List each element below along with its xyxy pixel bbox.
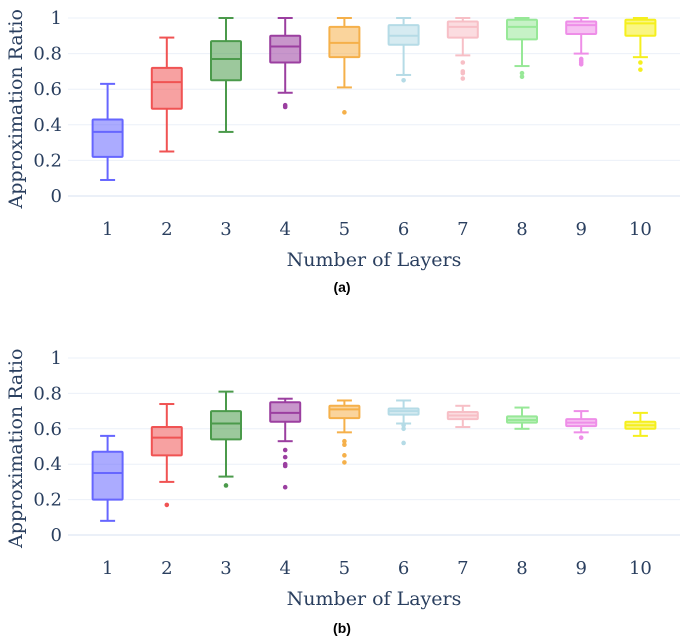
chart-panel-1: 0 0.2 0.4 0.6 0.8 1 Approximation Ratio 1 2 3 4 5 6 7…	[5, 8, 680, 295]
y-tick-label: 0.2	[33, 490, 62, 511]
outlier-point	[578, 56, 584, 62]
box-7	[446, 404, 479, 429]
y-tick-label: 0.6	[33, 79, 62, 100]
chart-panel-2: 0 0.2 0.4 0.6 0.8 1 Approximation Ratio 1 2 3 4 5 6 7…	[5, 348, 680, 636]
x-tick-label: 1	[102, 558, 113, 579]
box-iqr	[150, 426, 183, 457]
outlier-point	[519, 74, 525, 80]
box-5	[328, 17, 361, 115]
box-8	[506, 406, 538, 430]
outlier-point	[578, 435, 584, 440]
box-3	[210, 390, 242, 488]
outlier-point	[282, 484, 288, 490]
box-1	[91, 82, 124, 181]
outlier-point	[342, 110, 347, 115]
outlier-point	[164, 502, 170, 508]
outlier-point	[282, 102, 288, 108]
box-2	[150, 36, 183, 153]
outlier-point	[401, 422, 406, 428]
x-tick-label: 5	[339, 219, 350, 240]
box-6	[387, 17, 420, 83]
box-iqr	[210, 40, 242, 82]
outlier-point	[282, 454, 288, 460]
outlier-point	[638, 67, 643, 72]
box-iqr	[446, 20, 479, 39]
y-tick-label: 0.4	[33, 454, 62, 475]
outlier-point	[342, 460, 347, 465]
outlier-point	[460, 60, 466, 65]
x-tick-label: 1	[102, 219, 113, 240]
box-5	[328, 399, 361, 465]
x-tick-label: 7	[457, 558, 468, 579]
outlier-point	[638, 60, 643, 65]
outlier-point	[342, 438, 347, 444]
outlier-point	[282, 447, 288, 453]
outlier-point	[401, 440, 406, 446]
outlier-point	[282, 461, 288, 467]
x-tick-label: 7	[457, 219, 468, 240]
x-tick-label: 2	[161, 558, 172, 579]
x-axis-title: Number of Layers	[287, 249, 462, 271]
outlier-point	[342, 442, 347, 448]
y-tick-label: 0.4	[33, 115, 62, 136]
outlier-point	[460, 69, 466, 74]
x-tick-label: 6	[398, 219, 409, 240]
outlier-point	[519, 70, 525, 76]
y-tick-label: 0.8	[33, 383, 62, 404]
outlier-point	[460, 76, 466, 81]
y-tick-label: 0.8	[33, 44, 62, 65]
box-8	[506, 17, 538, 80]
box-3	[210, 17, 242, 133]
x-tick-label: 5	[339, 558, 350, 579]
x-tick-label: 9	[575, 558, 586, 579]
x-tick-label: 4	[279, 219, 290, 240]
box-2	[150, 403, 183, 508]
x-tick-label: 10	[629, 219, 652, 240]
outlier-point	[223, 483, 229, 488]
box-iqr	[624, 18, 657, 37]
x-tick-label: 9	[575, 219, 586, 240]
outlier-point	[342, 453, 347, 458]
x-tick-label: 8	[516, 219, 527, 240]
y-axis-title: Approximation Ratio	[5, 9, 27, 209]
box-9	[565, 410, 598, 440]
box-10	[624, 17, 657, 72]
outlier-point	[401, 426, 406, 432]
y-tick-label: 0.2	[33, 150, 62, 171]
box-iqr	[328, 404, 361, 420]
box-iqr	[210, 410, 242, 441]
box-9	[565, 17, 598, 67]
x-tick-label: 6	[398, 558, 409, 579]
box-6	[387, 399, 420, 446]
box-10	[624, 411, 657, 437]
x-tick-label: 2	[161, 219, 172, 240]
box-iqr	[150, 66, 183, 110]
x-tick-label: 3	[220, 219, 231, 240]
panel-caption: (a)	[333, 279, 350, 295]
x-axis-title: Number of Layers	[287, 588, 462, 610]
y-tick-label: 0	[51, 186, 62, 207]
box-iqr	[565, 20, 598, 36]
box-4	[269, 397, 302, 490]
y-axis-title: Approximation Ratio	[5, 349, 27, 549]
box-iqr	[506, 18, 538, 41]
y-tick-label: 0	[51, 525, 62, 546]
x-tick-label: 8	[516, 558, 527, 579]
outlier-point	[401, 78, 406, 83]
box-iqr	[269, 34, 302, 64]
box-iqr	[91, 450, 124, 501]
x-tick-label: 10	[629, 558, 652, 579]
box-7	[446, 17, 479, 81]
y-tick-label: 0.6	[33, 419, 62, 440]
y-tick-label: 1	[51, 348, 62, 369]
x-tick-label: 3	[220, 558, 231, 579]
box-1	[91, 434, 124, 522]
y-tick-label: 1	[51, 8, 62, 29]
box-iqr	[91, 118, 124, 158]
panel-caption: (b)	[333, 620, 351, 636]
x-tick-label: 4	[279, 558, 290, 579]
box-4	[269, 17, 302, 110]
